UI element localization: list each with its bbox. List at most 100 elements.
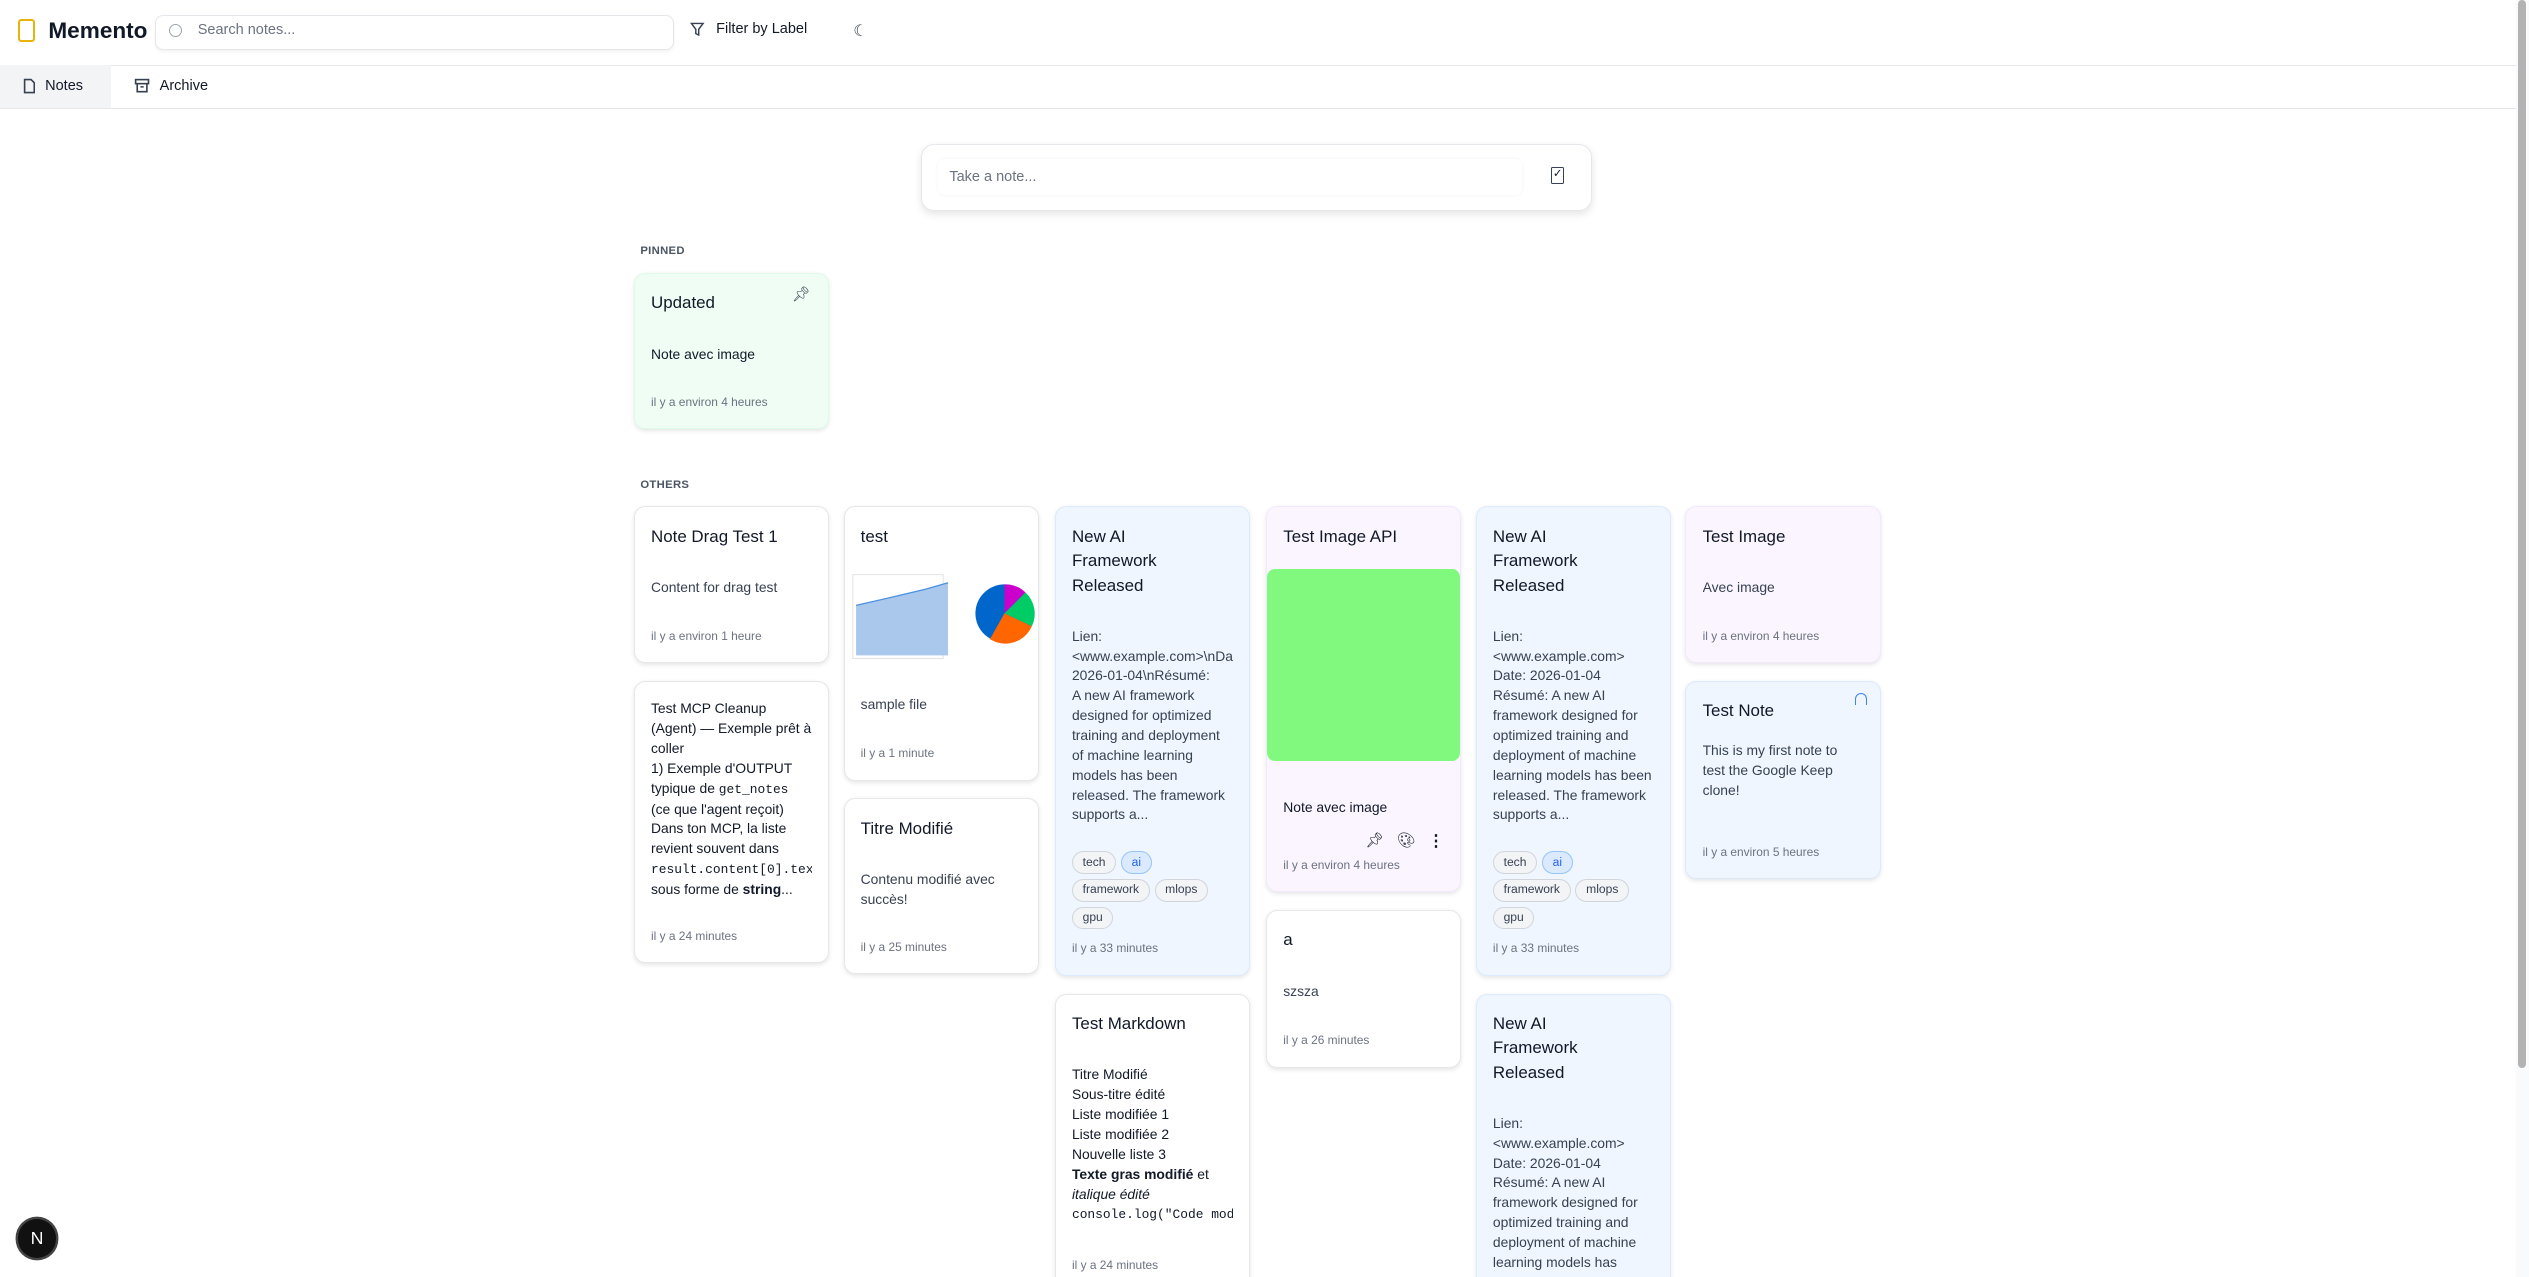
archive-icon [134, 79, 150, 93]
note-time: il y a environ 1 heure [650, 628, 762, 643]
tag-chip[interactable]: tech [1492, 850, 1538, 874]
scrollbar-thumb[interactable] [2517, 0, 2526, 1068]
app-title[interactable]: Memento [48, 17, 148, 43]
note-title: Test Image API [1283, 527, 1398, 547]
note-body: Contenu modifié avec succès! [860, 871, 995, 908]
tab-notes[interactable]: Notes [0, 64, 112, 109]
note-body: Note avec image [650, 345, 755, 362]
note-card[interactable]: Titre Modifié Contenu modifié avec succè… [843, 798, 1039, 975]
note-title: a [1283, 930, 1293, 950]
new-checklist-icon[interactable]: ✓ [1550, 167, 1565, 184]
note-body: Lien: <www.example.com>\nDate: 2026-01-0… [1071, 627, 1233, 823]
text: (ce que l'agent reçoit) Dans ton MCP, la… [650, 800, 787, 857]
note-time: il y a environ 4 heures [1702, 628, 1820, 643]
inline-code: get_notes [718, 781, 789, 797]
dev-tools-indicator-button[interactable]: N [17, 1219, 57, 1259]
note-title: Test Image [1702, 527, 1786, 547]
tag-chip[interactable]: gpu [1071, 906, 1114, 930]
note-card[interactable]: Note Drag Test 1 Content for drag test i… [633, 506, 830, 663]
pin-icon[interactable]: 📌︎ [791, 287, 811, 304]
note-card[interactable]: test sample file il y a 1 minute [843, 506, 1039, 781]
others-heading: OTHERS [640, 479, 690, 492]
note-time: il y a environ 4 heures [650, 394, 768, 409]
note-title: test [860, 527, 888, 547]
tag-chip[interactable]: framework [1071, 878, 1150, 902]
note-title: Note Drag Test 1 [650, 527, 778, 547]
note-card[interactable]: Test Image Avec image il y a environ 4 h… [1685, 506, 1881, 663]
note-card[interactable]: New AI Framework Released Lien: <www.exa… [1054, 506, 1250, 976]
more-options-icon[interactable]: ⋮ [1428, 831, 1445, 850]
tab-archive-label: Archive [159, 78, 209, 95]
code-text: console.log("Code mod [1071, 1207, 1233, 1223]
note-body: Note avec image [1283, 798, 1388, 815]
note-title: New AI Framework Released [1492, 1014, 1578, 1082]
reminder-bell-icon[interactable] [1855, 692, 1867, 706]
chart-attachment-image [852, 574, 1035, 660]
note-logo-icon [17, 19, 36, 42]
text: et [1197, 1165, 1209, 1182]
note-body: Lien: <www.example.com> Date: 2026-01-04… [1492, 1114, 1638, 1270]
note-card[interactable]: Test Image API Note avec image 📌︎ 🎨︎ ⋮ i… [1266, 506, 1462, 892]
note-image [1267, 568, 1461, 761]
tag-chip[interactable]: framework [1492, 878, 1571, 902]
search-input[interactable] [194, 20, 653, 40]
filter-icon [690, 22, 705, 36]
text: Titre Modifié Sous-titre édité Liste mod… [1071, 1066, 1170, 1162]
note-body: Content for drag test [650, 579, 778, 596]
italic-text: italique édité [1071, 1185, 1150, 1202]
text: sous forme de [650, 880, 739, 897]
note-time: il y a environ 5 heures [1702, 844, 1820, 859]
filter-label: Filter by Label [716, 20, 808, 37]
note-body: Avec image [1702, 579, 1775, 596]
note-icon [23, 79, 35, 94]
pin-icon[interactable]: 📌︎ [1365, 832, 1384, 849]
note-body: sample file [860, 695, 927, 712]
pinned-heading: PINNED [640, 245, 685, 258]
tag-chip[interactable]: gpu [1492, 906, 1535, 930]
note-time: il y a 1 minute [860, 746, 935, 761]
tab-bar: Notes Archive [0, 64, 2517, 110]
note-card[interactable]: 📌︎ Updated Note avec image il y a enviro… [633, 272, 830, 430]
note-body: Test MCP Cleanup (Agent) — Exemple prêt … [651, 699, 812, 904]
search-box[interactable] [154, 14, 675, 50]
note-card[interactable]: New AI Framework Released Lien: <www.exa… [1475, 506, 1671, 976]
bold-text: Texte gras modifié [1071, 1165, 1194, 1182]
bold-text: string [742, 880, 782, 897]
note-time: il y a 24 minutes [650, 928, 738, 943]
note-time: il y a 25 minutes [860, 939, 947, 954]
note-card[interactable]: New AI Framework Released Lien: <www.exa… [1475, 993, 1671, 1277]
note-body: This is my first note to test the Google… [1702, 742, 1838, 798]
text: ... [781, 880, 793, 897]
tag-chip[interactable]: tech [1071, 850, 1117, 874]
search-icon [168, 23, 182, 37]
note-card[interactable]: Test Note This is my first note to test … [1685, 680, 1881, 880]
note-time: il y a 24 minutes [1071, 1257, 1159, 1272]
tag-list: tech ai framework mlops gpu [1071, 850, 1233, 930]
filter-by-label-button[interactable]: Filter by Label [690, 21, 807, 37]
note-time: il y a 33 minutes [1071, 941, 1159, 956]
take-note-input[interactable] [938, 159, 1522, 195]
tag-chip[interactable]: mlops [1154, 878, 1209, 902]
note-title: New AI Framework Released [1492, 527, 1578, 595]
header: Memento Filter by Label ☾ [0, 0, 2517, 66]
note-time: il y a 33 minutes [1492, 941, 1580, 956]
note-title: Updated [650, 293, 715, 313]
tag-chip[interactable]: mlops [1575, 878, 1630, 902]
note-card[interactable]: a szsza il y a 26 minutes [1266, 909, 1462, 1068]
tag-chip[interactable]: ai [1541, 850, 1573, 874]
note-title: Titre Modifié [860, 819, 954, 839]
note-time: il y a 26 minutes [1283, 1033, 1370, 1048]
tag-chip[interactable]: ai [1120, 850, 1152, 874]
note-body: Lien: <www.example.com> Date: 2026-01-04… [1492, 627, 1652, 823]
note-actions-toolbar: 📌︎ 🎨︎ ⋮ [1365, 831, 1445, 851]
dark-mode-toggle-moon-icon[interactable]: ☾ [853, 21, 868, 40]
note-body: szsza [1283, 982, 1319, 999]
note-card[interactable]: Test MCP Cleanup (Agent) — Exemple prêt … [633, 680, 830, 963]
tab-archive[interactable]: Archive [111, 65, 230, 109]
note-composer: ✓ [920, 143, 1592, 212]
text: Test MCP Cleanup (Agent) — Exemple prêt … [650, 700, 812, 796]
palette-icon[interactable]: 🎨︎ [1396, 832, 1416, 849]
tag-list: tech ai framework mlops gpu [1492, 850, 1654, 930]
note-title: Test Note [1702, 701, 1775, 721]
note-card[interactable]: Test Markdown Titre Modifié Sous-titre é… [1054, 993, 1250, 1277]
